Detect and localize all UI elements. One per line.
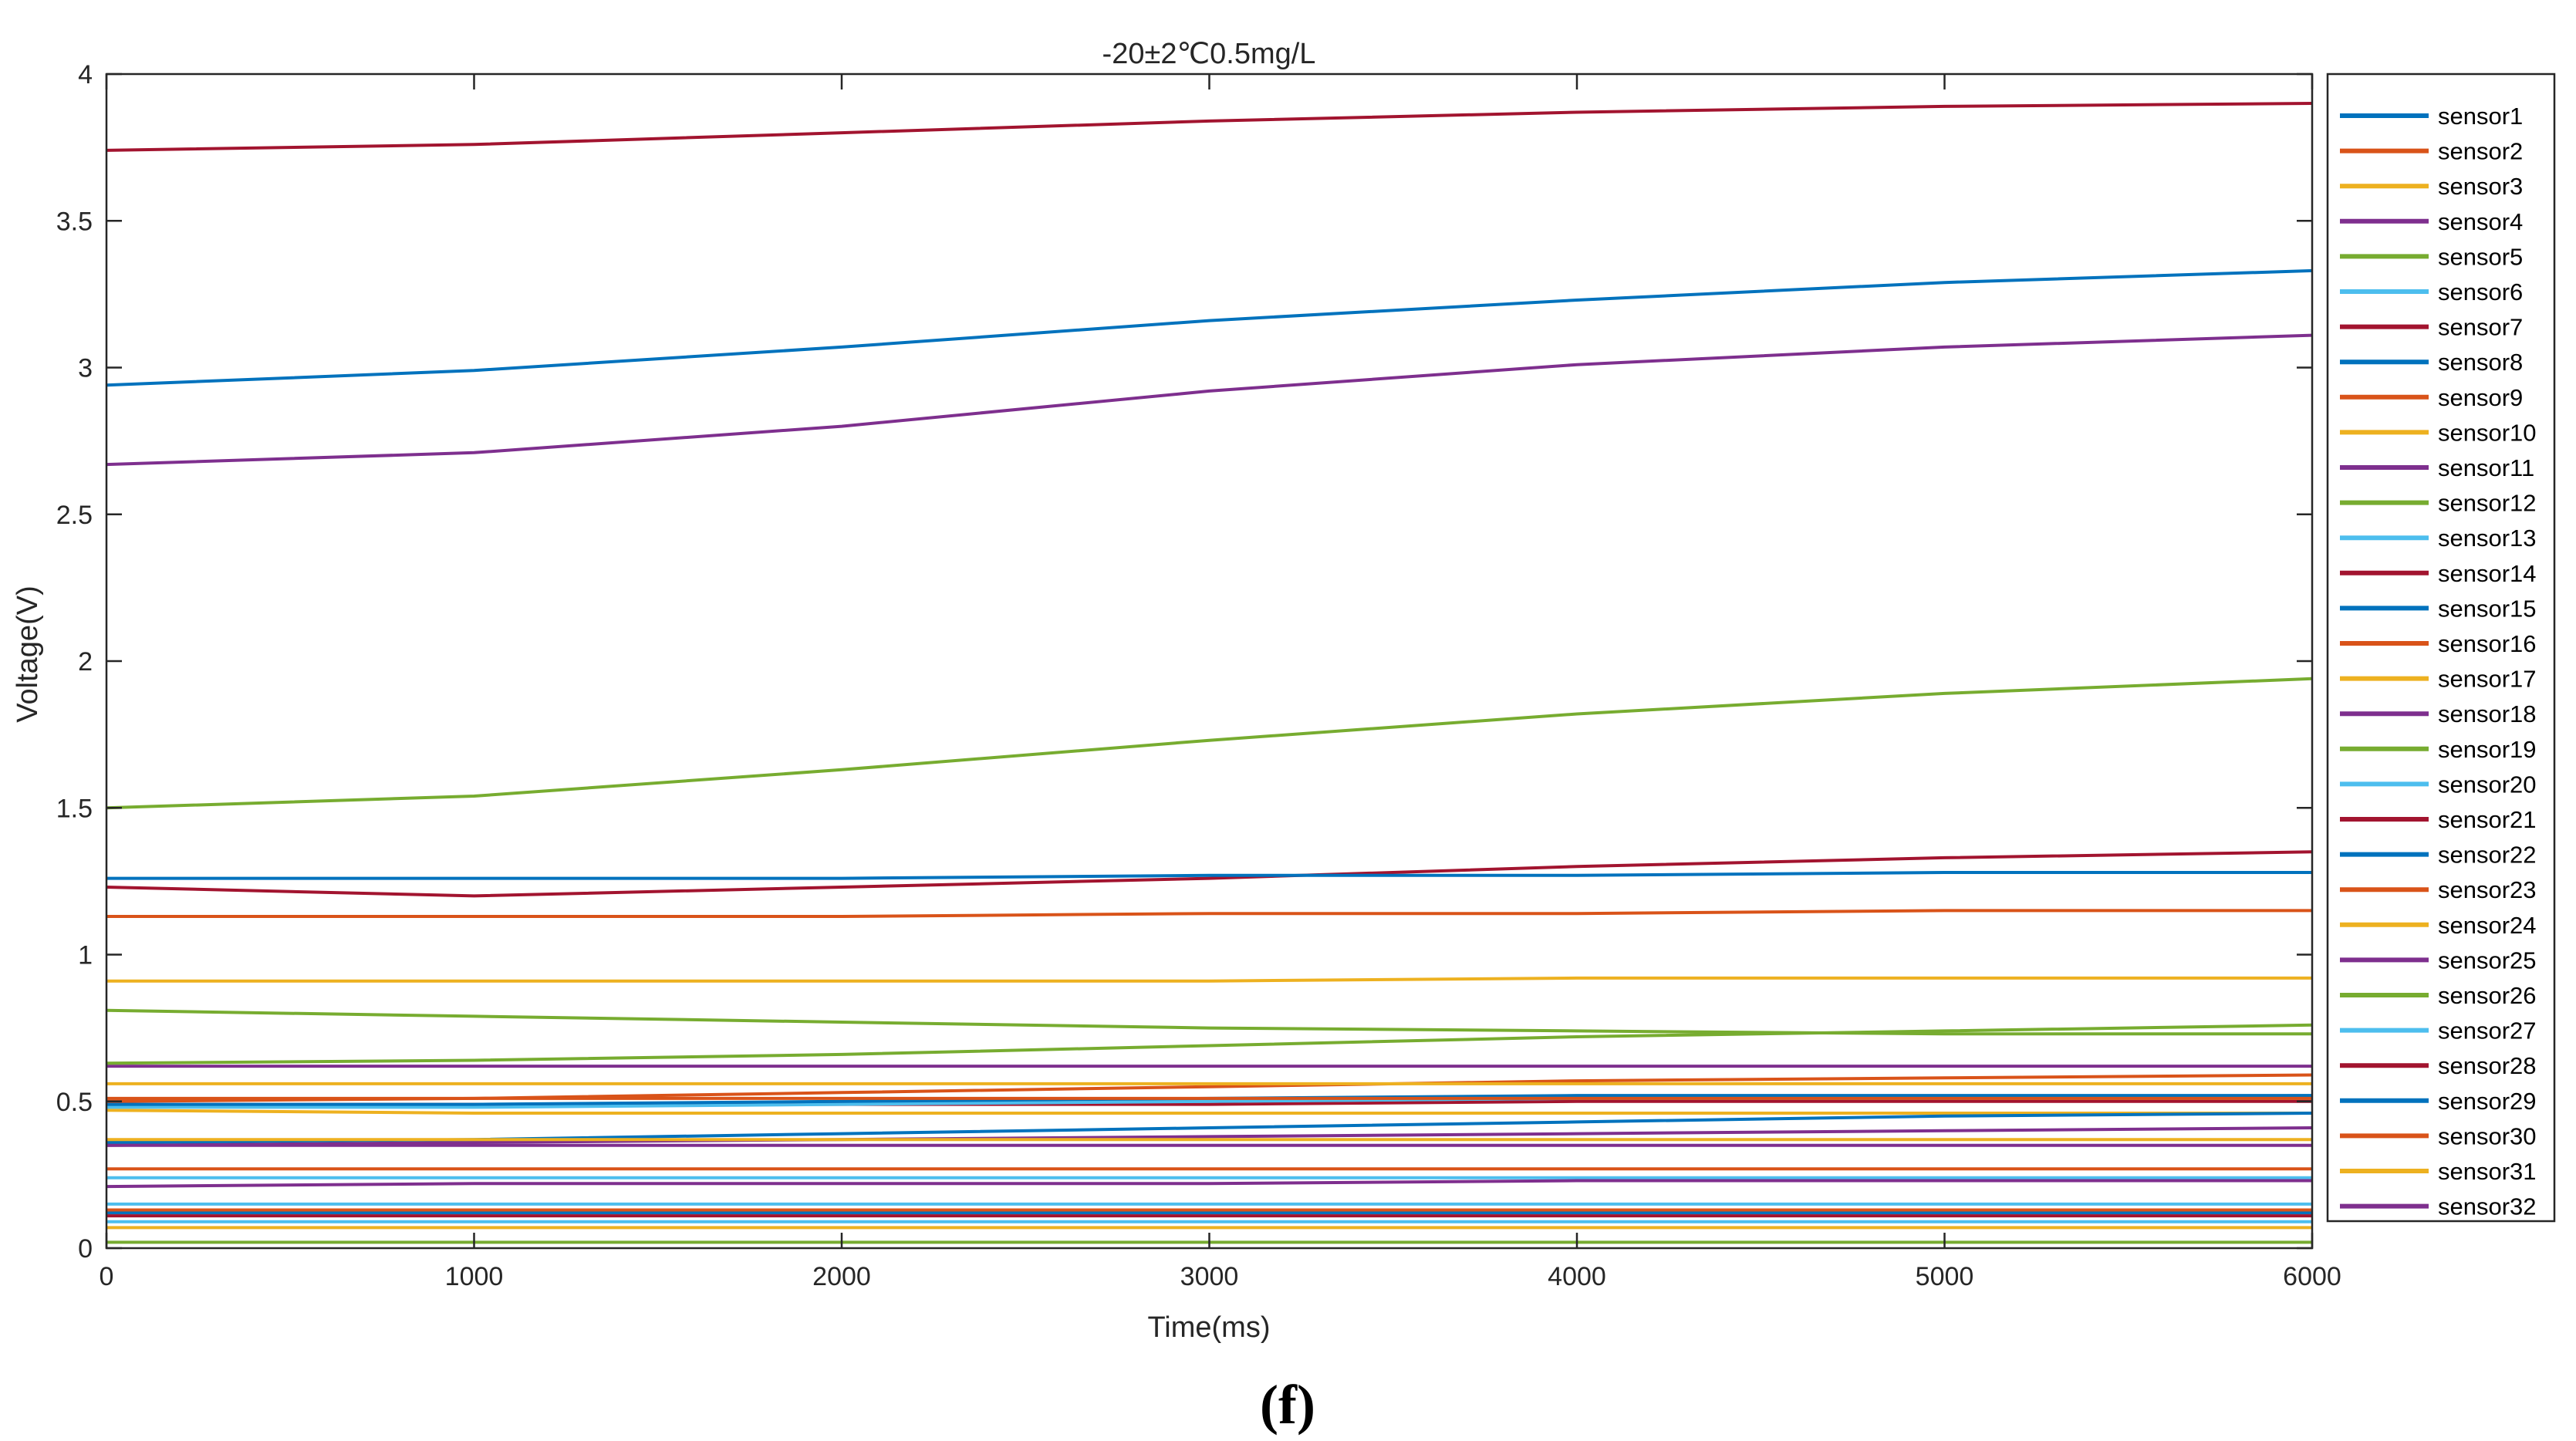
- legend-label: sensor6: [2438, 278, 2523, 305]
- series-line-sensor5: [106, 677, 2313, 810]
- series-line-sensor7: [106, 102, 2313, 152]
- y-tick-label: 1.5: [56, 794, 93, 823]
- x-tick-label: 5000: [1916, 1262, 1974, 1291]
- legend-label: sensor20: [2438, 771, 2537, 798]
- legend-label: sensor26: [2438, 982, 2537, 1009]
- y-axis: 0 0.5 1 1.5 2 2.5 3 3.5 4: [56, 60, 2312, 1264]
- legend-label: sensor11: [2438, 454, 2534, 481]
- x-tick-label: 2000: [812, 1262, 871, 1291]
- series-line-sensor12: [106, 1008, 2312, 1036]
- legend-label: sensor7: [2438, 314, 2523, 341]
- legend-label: sensor3: [2438, 173, 2523, 200]
- x-axis: 0 1000 2000 3000 4000 5000 6000: [100, 74, 2341, 1291]
- legend-label: sensor29: [2438, 1088, 2537, 1115]
- legend-label: sensor25: [2438, 947, 2537, 974]
- series-line-sensor25: [106, 1179, 2312, 1189]
- series-line-sensor17: [106, 1109, 2312, 1115]
- legend-label: sensor1: [2438, 103, 2523, 130]
- series-line-sensor16: [106, 909, 2312, 918]
- series-line-sensor1: [106, 268, 2313, 387]
- y-tick-label: 2: [78, 647, 93, 677]
- legend-label: sensor14: [2438, 560, 2537, 587]
- legend-label: sensor24: [2438, 912, 2537, 939]
- x-tick-label: 0: [100, 1262, 114, 1291]
- chart-title: -20±2℃0.5mg/L: [1102, 38, 1316, 70]
- legend-label: sensor19: [2438, 736, 2537, 763]
- legend-label: sensor21: [2438, 806, 2537, 833]
- y-tick-label: 0.5: [56, 1088, 93, 1117]
- series-line-sensor19: [106, 1023, 2313, 1065]
- legend-label: sensor4: [2438, 208, 2523, 235]
- legend-items: sensor1 sensor2 sensor3 sensor4 sensor5 senso…: [2340, 103, 2537, 1220]
- legend-label: sensor28: [2438, 1052, 2537, 1079]
- legend-label: sensor9: [2438, 384, 2523, 411]
- series-line-sensor14: [106, 850, 2313, 898]
- y-axis-title: Voltage(V): [12, 586, 44, 722]
- plot-area: [106, 102, 2313, 1244]
- legend-label: sensor23: [2438, 876, 2537, 903]
- figure-caption: (f): [1260, 1374, 1315, 1436]
- legend-label: sensor10: [2438, 419, 2537, 446]
- legend-label: sensor27: [2438, 1017, 2537, 1044]
- legend-label: sensor32: [2438, 1193, 2537, 1220]
- legend: sensor1 sensor2 sensor3 sensor4 sensor5 senso…: [2326, 73, 2556, 1223]
- series-line-sensor11: [106, 1126, 2313, 1147]
- legend-label: sensor8: [2438, 349, 2523, 376]
- x-tick-label: 6000: [2283, 1262, 2341, 1291]
- x-axis-title: Time(ms): [1148, 1311, 1271, 1344]
- x-tick-label: 1000: [445, 1262, 504, 1291]
- series-line-sensor4: [106, 333, 2313, 467]
- y-tick-label: 3.5: [56, 207, 93, 236]
- y-tick-label: 4: [78, 60, 93, 89]
- x-tick-label: 4000: [1548, 1262, 1606, 1291]
- legend-label: sensor13: [2438, 525, 2537, 552]
- series-line-sensor15: [106, 871, 2312, 880]
- y-tick-label: 2.5: [56, 501, 93, 530]
- x-tick-label: 3000: [1180, 1262, 1239, 1291]
- legend-label: sensor15: [2438, 595, 2537, 622]
- legend-label: sensor30: [2438, 1122, 2537, 1149]
- legend-label: sensor17: [2438, 666, 2537, 693]
- legend-label: sensor2: [2438, 138, 2523, 165]
- y-tick-label: 3: [78, 354, 93, 383]
- y-tick-label: 0: [78, 1234, 93, 1264]
- y-tick-label: 1: [78, 941, 93, 970]
- series-line-sensor3: [106, 976, 2312, 983]
- legend-label: sensor31: [2438, 1158, 2537, 1185]
- legend-label: sensor18: [2438, 700, 2537, 727]
- legend-label: sensor16: [2438, 630, 2537, 657]
- legend-label: sensor12: [2438, 490, 2537, 517]
- legend-label: sensor5: [2438, 243, 2523, 270]
- legend-label: sensor22: [2438, 842, 2537, 869]
